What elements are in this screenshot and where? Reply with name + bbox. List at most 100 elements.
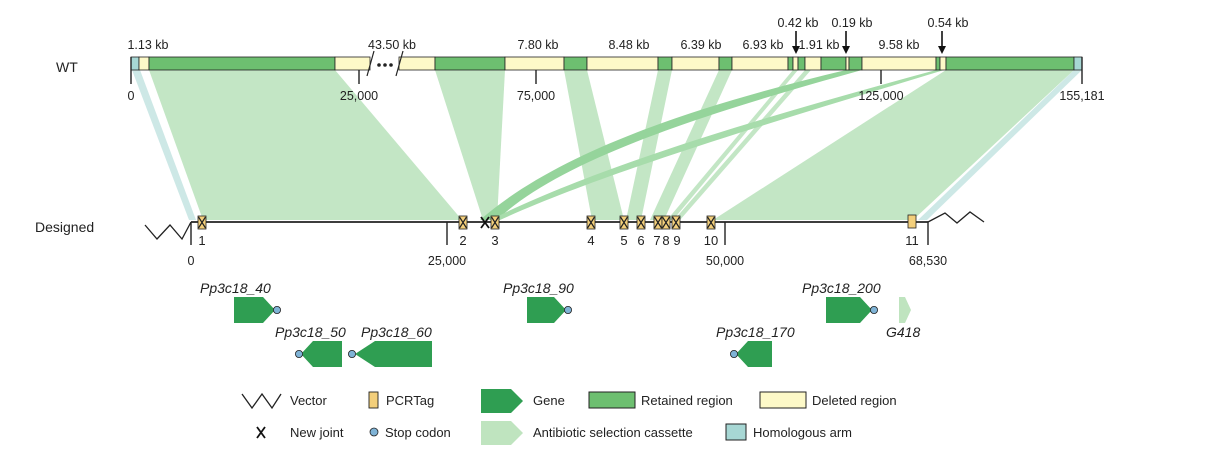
wt-tick-label: 125,000 bbox=[858, 89, 903, 103]
deleted-size-label: 1.13 kb bbox=[127, 38, 168, 52]
legend-label: Homologous arm bbox=[753, 425, 852, 440]
legend-label: Antibiotic selection cassette bbox=[533, 425, 693, 440]
joint-label: 5 bbox=[620, 233, 627, 248]
stop-codon-icon bbox=[347, 349, 356, 358]
deleted-region-icon bbox=[759, 391, 807, 409]
gene-arrow bbox=[355, 341, 432, 367]
wt-deleted-region bbox=[804, 56, 822, 71]
gene-label: Pp3c18_90 bbox=[503, 280, 574, 296]
wt-deleted-region bbox=[731, 56, 789, 71]
joint-label: 8 bbox=[662, 233, 669, 248]
joint-label: 6 bbox=[637, 233, 644, 248]
axis-break-mark bbox=[395, 50, 404, 77]
stop-codon-icon bbox=[564, 305, 573, 314]
wt-retained-region bbox=[935, 56, 941, 71]
wt-deleted-region bbox=[861, 56, 937, 71]
deleted-size-label: 8.48 kb bbox=[608, 38, 649, 52]
stop-codon-icon bbox=[369, 427, 379, 437]
pcrtag-joint bbox=[490, 215, 500, 230]
wt-retained-region bbox=[718, 56, 733, 71]
homology-ribbons bbox=[132, 70, 1082, 220]
vector-left-icon bbox=[144, 221, 192, 241]
joint-label: 10 bbox=[704, 233, 718, 248]
gene-label: Pp3c18_170 bbox=[716, 324, 795, 340]
joint-label: 7 bbox=[653, 233, 660, 248]
pcrtag-joint bbox=[458, 215, 468, 230]
wt-retained-region bbox=[945, 56, 1075, 71]
stop-codon-icon bbox=[870, 305, 879, 314]
deleted-size-label: 9.58 kb bbox=[878, 38, 919, 52]
ribbon-homologous-right bbox=[918, 70, 1082, 220]
wt-retained-region bbox=[787, 56, 794, 71]
wt-deleted-region bbox=[939, 56, 947, 71]
deleted-size-label: 43.50 kb bbox=[368, 38, 416, 52]
legend: Vector PCRTag Gene Retained region Delet… bbox=[241, 389, 897, 445]
designed-tick-labels: 0 25,000 50,000 68,530 bbox=[188, 254, 948, 268]
wt-deleted-region bbox=[504, 56, 565, 71]
ellipsis-dot bbox=[377, 63, 381, 67]
wt-retained-region bbox=[797, 56, 806, 71]
deleted-size-label: 6.93 kb bbox=[742, 38, 783, 52]
wt-tick-label: 155,181 bbox=[1059, 89, 1104, 103]
deleted-size-label: 6.39 kb bbox=[680, 38, 721, 52]
legend-label: Deleted region bbox=[812, 393, 897, 408]
small-deletion-arrows bbox=[792, 31, 946, 54]
wt-size-labels: 1.13 kb 43.50 kb 7.80 kb 8.48 kb 6.39 kb… bbox=[127, 16, 968, 52]
retained-region-icon bbox=[588, 391, 636, 409]
joint-label: 1 bbox=[198, 233, 205, 248]
pcrtag-joint bbox=[671, 215, 681, 230]
cassette-arrow bbox=[899, 297, 911, 323]
legend-label: Vector bbox=[290, 393, 328, 408]
homologous-arm-icon bbox=[725, 423, 747, 441]
legend-label: Stop codon bbox=[385, 425, 451, 440]
wt-retained-region bbox=[657, 56, 673, 71]
legend-label: PCRTag bbox=[386, 393, 434, 408]
gene-label: Pp3c18_50 bbox=[275, 324, 346, 340]
deleted-size-label: 1.91 kb bbox=[798, 38, 839, 52]
deleted-size-label: 0.54 kb bbox=[927, 16, 968, 30]
wt-deleted-region bbox=[845, 56, 850, 71]
ribbon-segment-a bbox=[149, 70, 462, 220]
gene-label: Pp3c18_40 bbox=[200, 280, 271, 296]
down-arrow-icon bbox=[938, 46, 946, 54]
ribbon-segment-h bbox=[713, 70, 1074, 220]
wt-tick-label: 75,000 bbox=[517, 89, 555, 103]
legend-label: New joint bbox=[290, 425, 344, 440]
ribbon-segment-g bbox=[674, 70, 811, 220]
designed-track bbox=[144, 211, 985, 245]
down-arrow-icon bbox=[792, 46, 800, 54]
pcrtag-joint bbox=[661, 215, 671, 230]
stop-codon-icon bbox=[272, 305, 281, 314]
gene-label: Pp3c18_60 bbox=[361, 324, 432, 340]
gene-labels: Pp3c18_40 Pp3c18_50 Pp3c18_60 Pp3c18_90 … bbox=[200, 280, 920, 340]
pcrtag-marker bbox=[907, 214, 917, 229]
wt-deleted-region bbox=[586, 56, 659, 71]
wt-retained-region bbox=[434, 56, 506, 71]
designed-tick-label: 50,000 bbox=[706, 254, 744, 268]
gene-icon bbox=[481, 389, 523, 413]
joint-number-labels: 1 2 3 4 5 6 7 8 9 10 11 bbox=[198, 233, 918, 248]
joint-label: 4 bbox=[587, 233, 594, 248]
ribbon-segment-c bbox=[564, 70, 624, 220]
pcrtag-joint bbox=[619, 215, 629, 230]
wt-retained-region bbox=[563, 56, 588, 71]
cassette-icon bbox=[481, 421, 523, 445]
pcrtag-icon bbox=[368, 391, 379, 409]
pcrtag-joint bbox=[586, 215, 596, 230]
gene-arrow bbox=[826, 297, 872, 323]
wt-tick-label: 25,000 bbox=[340, 89, 378, 103]
ellipsis-dot bbox=[383, 63, 387, 67]
gene-label: G418 bbox=[886, 324, 920, 340]
wt-deleted-region bbox=[671, 56, 720, 71]
designed-row-label: Designed bbox=[35, 219, 94, 235]
pcrtag-joint bbox=[653, 215, 663, 230]
genes bbox=[234, 297, 911, 367]
designed-tick-label: 25,000 bbox=[428, 254, 466, 268]
pcrtag-joint bbox=[706, 215, 716, 230]
wt-retained-region bbox=[848, 56, 863, 71]
designed-tick-label: 0 bbox=[188, 254, 195, 268]
gene-label: Pp3c18_200 bbox=[802, 280, 881, 296]
gene-arrow bbox=[527, 297, 566, 323]
joint-label: 11 bbox=[905, 233, 919, 248]
